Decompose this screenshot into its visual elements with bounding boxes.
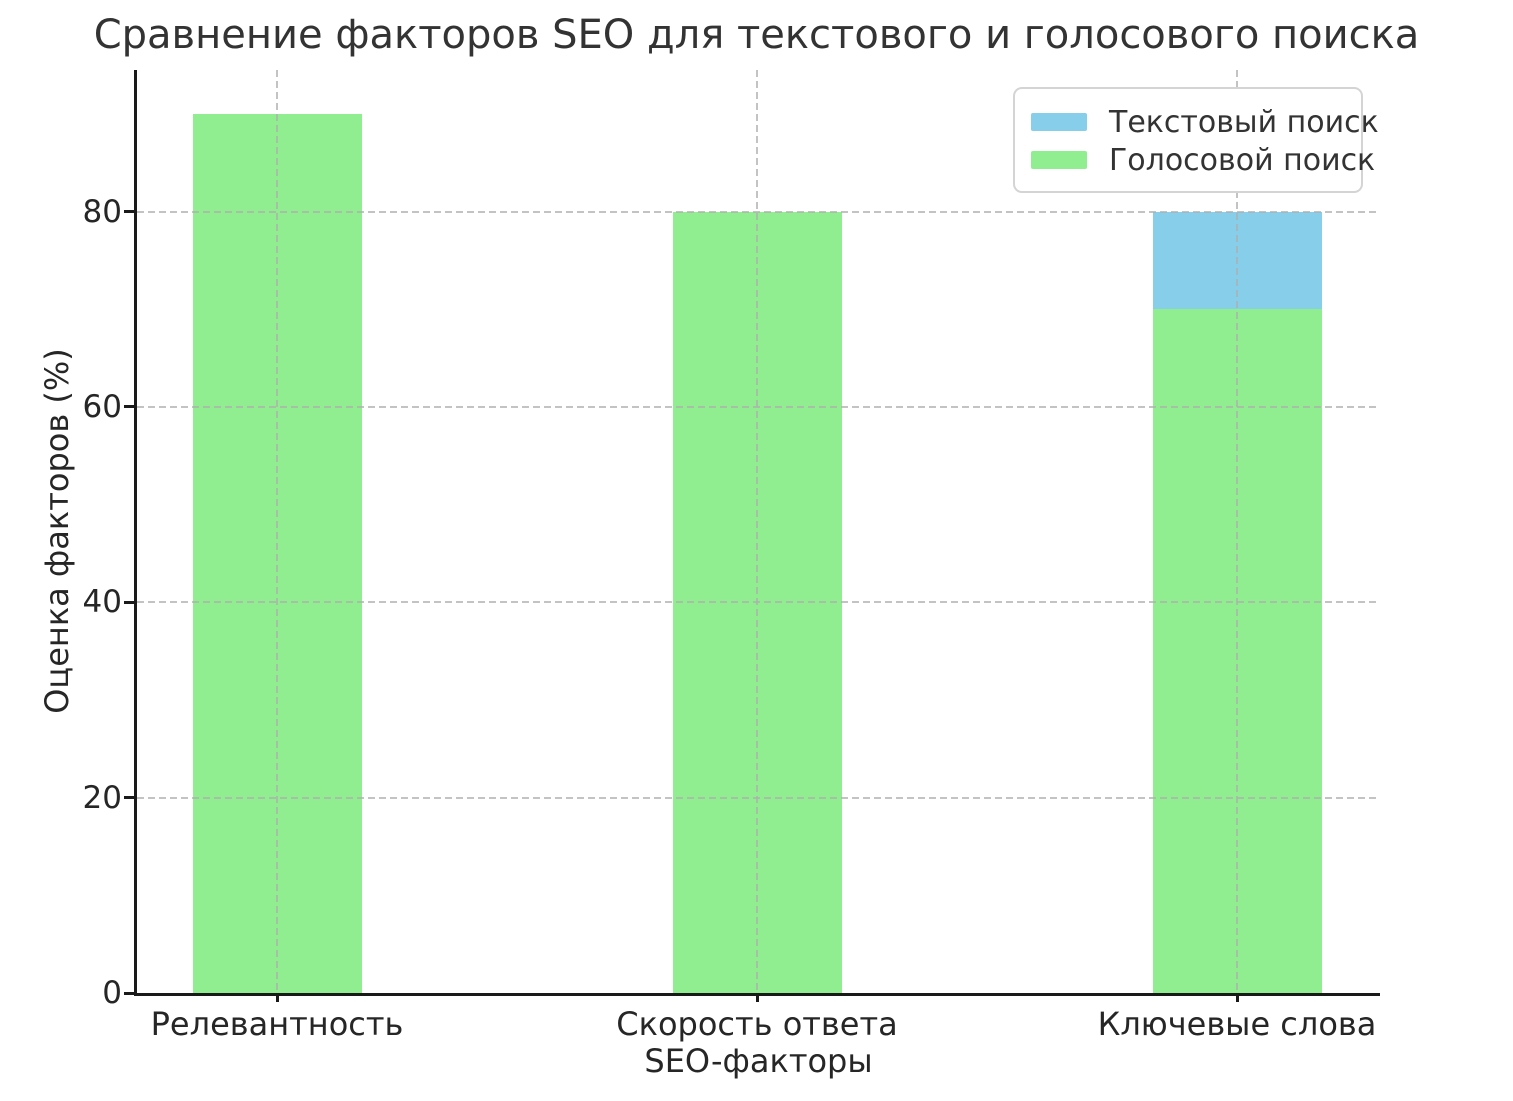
x-tick-mark-1 <box>275 993 279 1002</box>
x-tick-label: Релевантность <box>150 1005 404 1043</box>
legend-swatch-text-search <box>1031 113 1087 131</box>
y-tick-mark-0 <box>124 991 134 995</box>
x-tick-label: Ключевые слова <box>1097 1005 1377 1043</box>
gridline-x-2 <box>756 70 758 993</box>
gridline-y-40 <box>137 601 1380 604</box>
y-tick-mark-80 <box>124 210 134 214</box>
chart-title: Сравнение факторов SEO для текстового и … <box>93 12 1420 58</box>
y-tick-label: 60 <box>82 388 122 425</box>
legend-label-text-search: Текстовый поиск <box>1109 104 1379 140</box>
y-tick-mark-60 <box>124 405 134 409</box>
gridline-y-60 <box>137 405 1380 408</box>
y-tick-label: 0 <box>102 975 122 1011</box>
y-axis-spine <box>134 70 137 996</box>
gridline-x-1 <box>276 70 278 993</box>
gridline-y-80 <box>137 210 1380 213</box>
plot-area: 0 20 40 60 80 Релевантность Скорость ответа Клю… <box>83 70 1380 1043</box>
y-tick-mark-40 <box>124 600 134 604</box>
legend-entry-text-search: Текстовый поиск <box>1031 103 1379 141</box>
x-axis-label: SEO-факторы <box>644 1042 873 1080</box>
legend-box: Текстовый поиск Голосовой поиск <box>1013 87 1379 193</box>
y-tick-label: 20 <box>82 779 122 816</box>
gridline-y-20 <box>137 796 1380 799</box>
legend-label-voice-search: Голосовой поиск <box>1109 142 1376 178</box>
y-tick-label: 40 <box>82 584 122 621</box>
gridline-x-3 <box>1236 70 1238 993</box>
x-tick-mark-2 <box>755 993 759 1002</box>
y-tick-mark-20 <box>124 796 134 800</box>
legend-entry-voice-search: Голосовой поиск <box>1031 141 1375 179</box>
x-tick-label: Скорость ответа <box>616 1005 898 1043</box>
legend-swatch-voice-search <box>1031 151 1087 169</box>
y-tick-label: 80 <box>82 193 122 230</box>
x-tick-mark-3 <box>1235 993 1239 1002</box>
